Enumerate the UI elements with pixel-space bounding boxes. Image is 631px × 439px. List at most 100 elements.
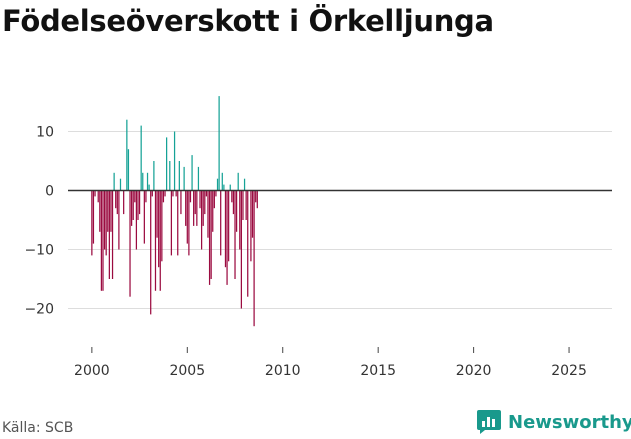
- bar: [221, 172, 223, 191]
- bar: [166, 137, 168, 191]
- bar: [142, 172, 144, 191]
- bar: [100, 190, 103, 291]
- bar: [156, 190, 158, 238]
- bar: [164, 190, 166, 197]
- bar: [253, 190, 255, 327]
- bar: [199, 190, 201, 209]
- bar: [138, 190, 141, 215]
- bar: [145, 190, 147, 203]
- bar: [107, 190, 109, 232]
- x-tick-label: 2015: [360, 363, 396, 379]
- brand-label: Newsworthy: [508, 411, 631, 433]
- bar: [170, 190, 173, 256]
- bar: [229, 184, 231, 191]
- bar: [169, 161, 171, 191]
- bar: [205, 190, 208, 197]
- bar: [178, 161, 180, 191]
- bar: [237, 172, 239, 191]
- bar: [228, 190, 230, 262]
- bar: [158, 190, 160, 268]
- bar: [110, 190, 112, 232]
- y-tick-label: −20: [24, 302, 54, 318]
- x-tick-label: 2005: [169, 363, 205, 379]
- bar: [94, 190, 96, 197]
- bar: [240, 190, 242, 309]
- bar: [162, 190, 165, 203]
- bar: [143, 190, 145, 244]
- bar: [196, 190, 198, 226]
- bar: [194, 190, 196, 215]
- bar: [146, 172, 149, 191]
- bar: [91, 190, 93, 256]
- bar: [129, 190, 131, 297]
- bar: [212, 190, 214, 232]
- bar: [247, 190, 249, 297]
- bar: [119, 178, 122, 191]
- bar: [131, 190, 133, 226]
- bar: [223, 184, 225, 191]
- gridlines: [68, 131, 612, 309]
- bar: [207, 190, 209, 238]
- bar: [231, 190, 233, 203]
- chart-title: Födelseöverskott i Örkelljunga: [2, 4, 494, 38]
- bar: [256, 190, 258, 209]
- bar: [161, 190, 163, 262]
- bar: [239, 190, 241, 250]
- bar: [108, 190, 110, 279]
- bar: [118, 190, 120, 250]
- bar: [213, 190, 215, 209]
- bar: [134, 190, 136, 203]
- bar: [137, 190, 139, 220]
- bar: [243, 178, 246, 191]
- y-tick-label: −10: [24, 243, 54, 259]
- bar: [218, 96, 220, 191]
- bar: [177, 190, 179, 256]
- bar: [193, 190, 195, 226]
- bar: [232, 190, 235, 215]
- bar: [123, 190, 125, 215]
- bar: [135, 190, 138, 250]
- bar: [151, 190, 153, 197]
- bar: [103, 190, 106, 250]
- bar: [251, 190, 254, 238]
- x-tick-label: 2025: [551, 363, 587, 379]
- bar: [92, 190, 95, 244]
- bar: [175, 190, 177, 197]
- bar: [215, 190, 217, 197]
- source-note: Källa: SCB: [2, 420, 74, 436]
- bar: [159, 190, 161, 291]
- bar: [173, 131, 176, 191]
- bar: [97, 190, 99, 203]
- bar: [126, 119, 128, 191]
- bar: [255, 190, 257, 203]
- bar: [113, 172, 115, 191]
- bar: [116, 190, 118, 215]
- bar: [127, 149, 130, 191]
- bar: [204, 190, 206, 215]
- y-tick-label: 10: [36, 125, 54, 141]
- bar: [132, 190, 134, 220]
- bar: [154, 190, 157, 291]
- bar: [250, 190, 252, 262]
- bar: [202, 190, 204, 226]
- y-tick-label: 0: [45, 184, 54, 200]
- bar: [226, 190, 228, 285]
- bar: [102, 190, 104, 291]
- bar: [224, 190, 227, 268]
- bar: [150, 190, 152, 315]
- bar: [148, 184, 150, 191]
- bar: [191, 155, 193, 191]
- bar: [235, 190, 238, 232]
- bar: [245, 190, 247, 220]
- bar: [111, 190, 114, 279]
- bar: [234, 190, 236, 279]
- bar: [189, 190, 192, 203]
- bar: [99, 190, 101, 232]
- bar: [115, 190, 117, 209]
- bar: [172, 190, 174, 197]
- bar: [242, 190, 244, 220]
- newsworthy-logo[interactable]: Newsworthy: [476, 409, 631, 435]
- y-axis-ticks: 10 0 −10 −20: [24, 125, 54, 318]
- x-tick-label: 2010: [265, 363, 301, 379]
